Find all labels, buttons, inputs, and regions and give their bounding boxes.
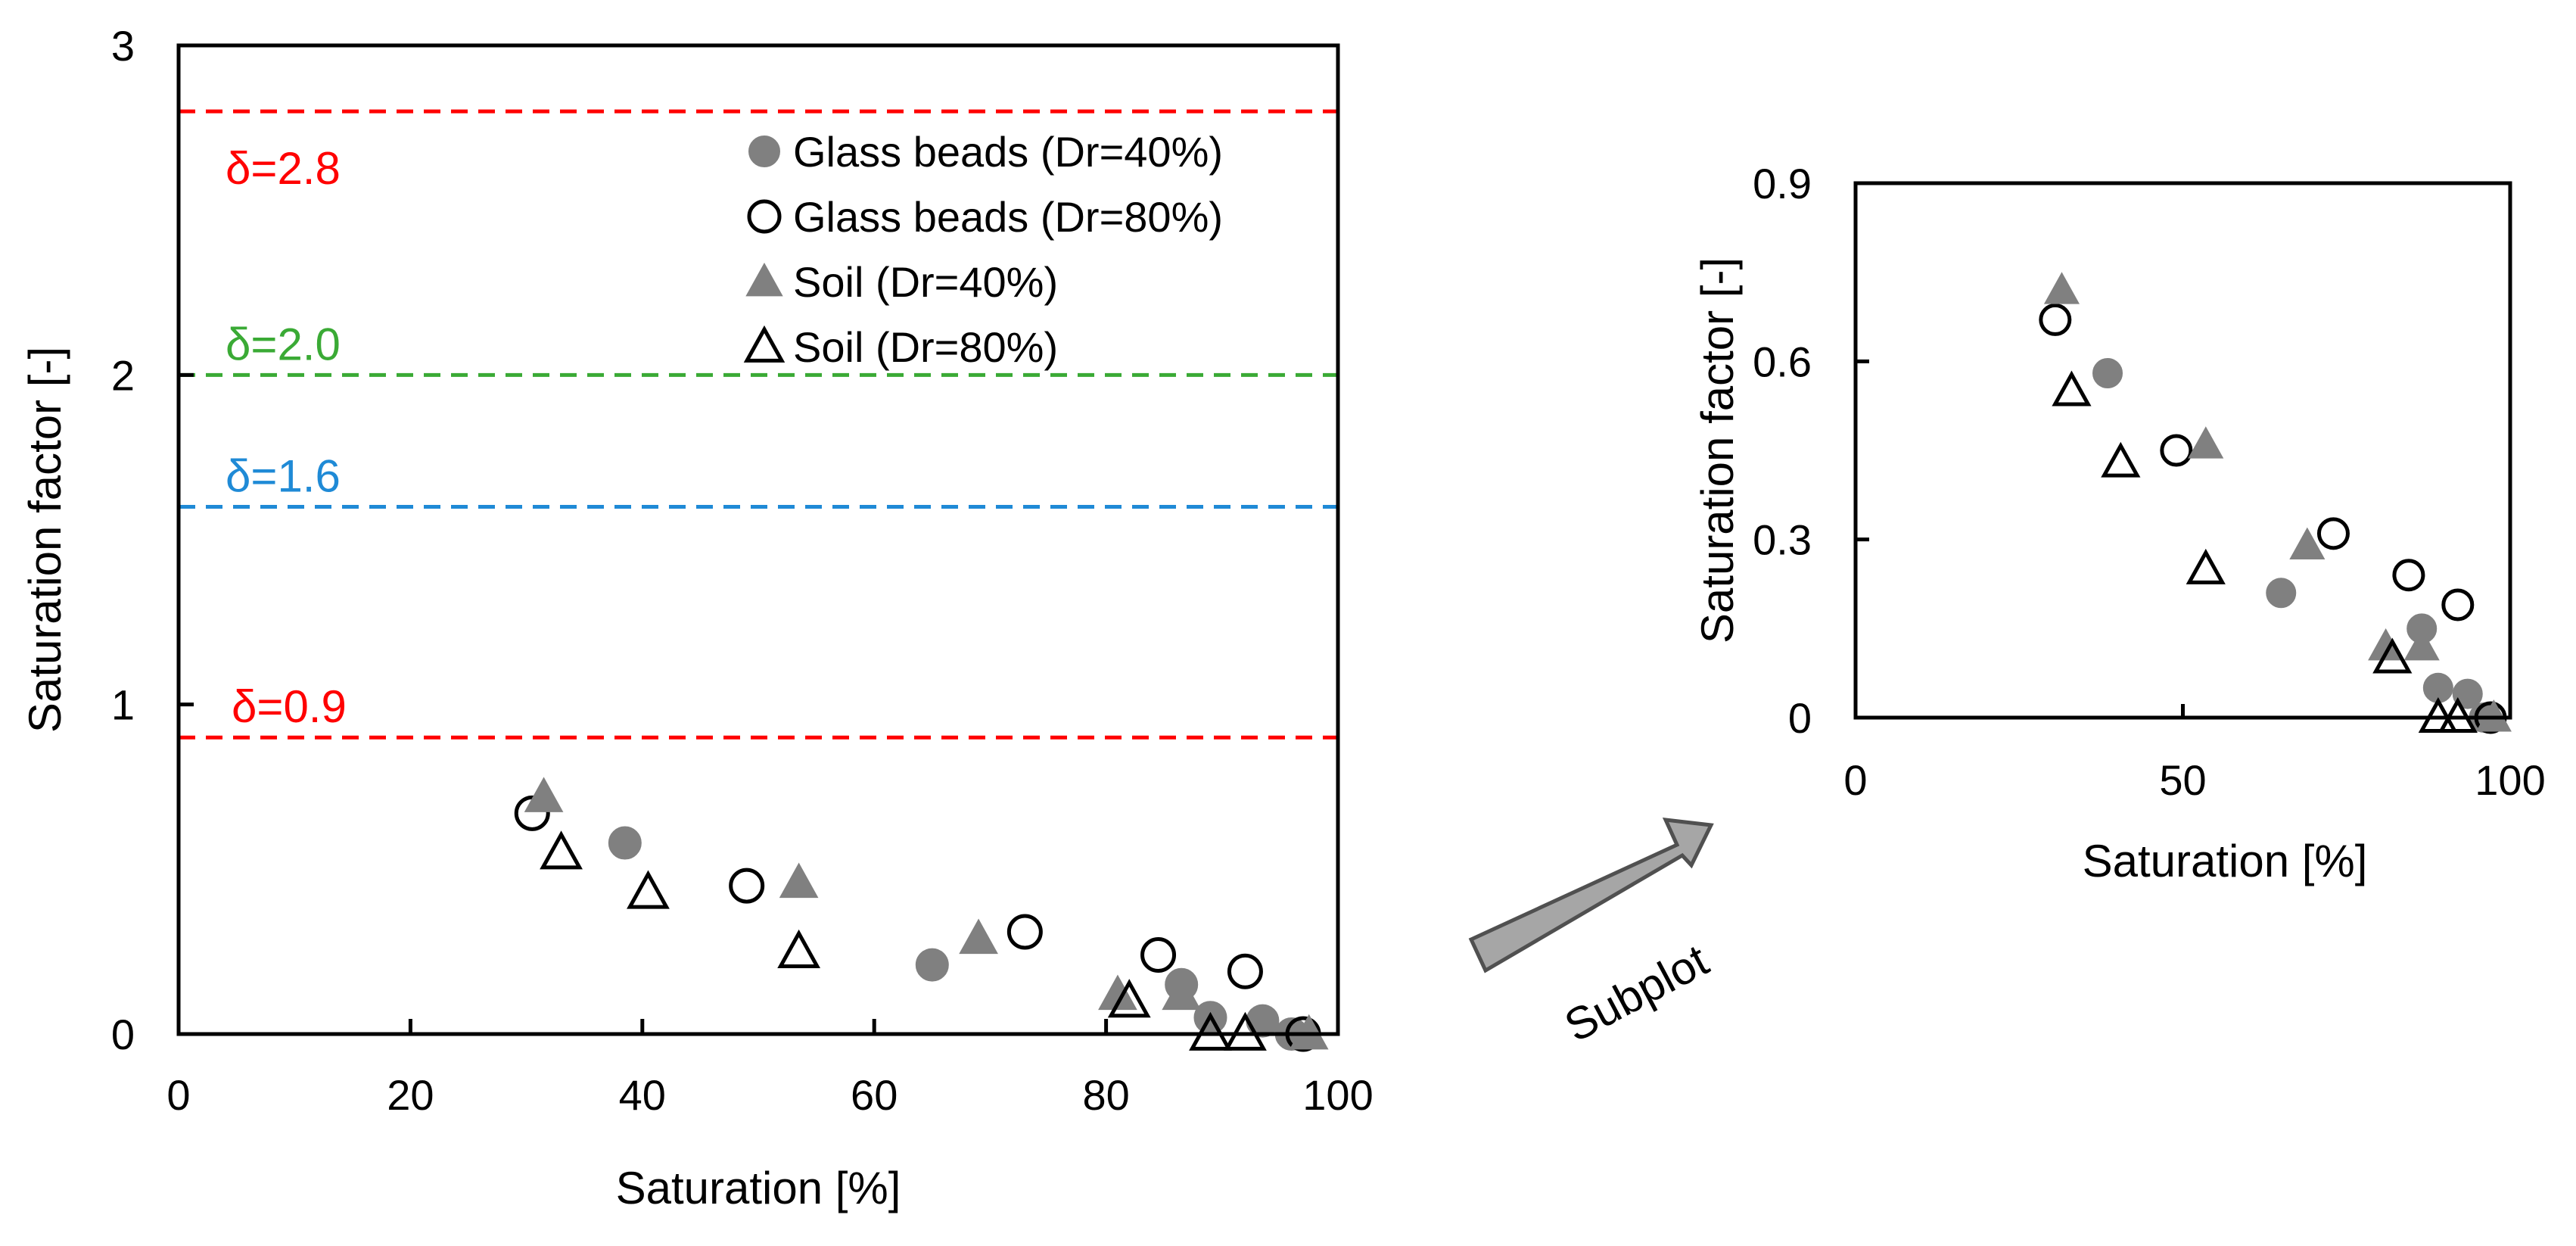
main-x-axis-label: Saturation [%] (616, 1163, 901, 1213)
main-chart: δ=2.8 δ=2.0 δ=1.6 δ=0.9 0 1 2 3 0 20 40 60 80 100 S… (20, 22, 1374, 1213)
data-point (2316, 517, 2350, 550)
y-tick-label: 0.6 (1753, 338, 1812, 385)
data-point (1162, 974, 1202, 1011)
data-point (729, 868, 765, 904)
data-point (2188, 426, 2224, 459)
subplot-x-ticks: 0 50 100 (1843, 704, 2546, 804)
data-point (608, 826, 642, 860)
data-point (627, 870, 670, 909)
data-point (2039, 303, 2072, 336)
legend-entry: Glass beads (Dr=80%) (793, 193, 1223, 241)
data-point (2392, 559, 2425, 592)
y-tick-label: 3 (111, 22, 135, 70)
data-point (1107, 979, 1151, 1018)
reference-lines: δ=2.8 δ=2.0 δ=1.6 δ=0.9 (179, 109, 1338, 740)
legend-marker (747, 199, 782, 234)
y-tick-label: 0.3 (1753, 516, 1812, 564)
y-tick-label: 0.9 (1753, 160, 1812, 207)
data-point (2372, 637, 2413, 674)
x-tick-label: 0 (166, 1071, 190, 1119)
x-tick-label: 50 (2159, 756, 2206, 804)
subplot-y-axis-label: Saturation factor [-] (1692, 257, 1743, 643)
subplot-y-ticks: 0 0.3 0.6 0.9 (1753, 160, 1869, 742)
data-point (1246, 1004, 1280, 1038)
subplot-chart: 0 0.3 0.6 0.9 0 50 100 Saturation [%] Saturat… (1692, 160, 2546, 886)
main-data-points (514, 777, 1329, 1052)
data-point (779, 862, 819, 899)
data-point (2043, 272, 2080, 304)
data-point (540, 830, 583, 870)
data-point (514, 795, 550, 831)
data-point (2289, 527, 2326, 559)
data-point (2186, 548, 2226, 584)
x-tick-label: 20 (387, 1071, 434, 1119)
arrow-icon (1468, 818, 1714, 973)
y-tick-label: 0 (1788, 694, 1812, 742)
data-point (2101, 441, 2141, 478)
reference-line-label: δ=2.0 (226, 319, 341, 369)
x-tick-label: 100 (2475, 756, 2545, 804)
main-y-axis-label: Saturation factor [-] (20, 347, 70, 733)
legend-entry: Glass beads (Dr=40%) (793, 128, 1223, 176)
x-tick-label: 0 (1843, 756, 1867, 804)
reference-line-label: δ=2.8 (226, 143, 341, 194)
legend-marker (743, 325, 786, 363)
data-point (1006, 914, 1043, 950)
main-y-ticks: 0 1 2 3 (111, 22, 194, 1058)
x-tick-label: 80 (1082, 1071, 1129, 1119)
y-tick-label: 0 (111, 1011, 135, 1058)
x-tick-label: 100 (1302, 1071, 1373, 1119)
data-point (2266, 578, 2297, 609)
data-point (524, 777, 564, 812)
subplot-x-axis-label: Saturation [%] (2083, 836, 2368, 886)
legend-entry: Soil (Dr=40%) (793, 258, 1058, 306)
legend: Glass beads (Dr=40%) Glass beads (Dr=80%)… (743, 128, 1223, 371)
main-plot-frame (176, 43, 1340, 1036)
data-point (2452, 678, 2483, 709)
data-point (915, 948, 949, 982)
data-point (1140, 937, 1177, 973)
x-tick-label: 40 (619, 1071, 666, 1119)
data-point (2092, 358, 2123, 389)
reference-line-label: δ=0.9 (232, 681, 347, 732)
data-point (959, 918, 998, 955)
main-x-ticks: 0 20 40 60 80 100 (166, 1019, 1374, 1119)
reference-line-label: δ=1.6 (226, 450, 341, 501)
data-point (2403, 628, 2440, 661)
y-tick-label: 1 (111, 681, 135, 729)
x-tick-label: 60 (851, 1071, 898, 1119)
legend-entry: Soil (Dr=80%) (793, 323, 1058, 371)
data-point (1227, 953, 1263, 989)
data-point (2441, 588, 2475, 621)
legend-marker (748, 136, 780, 167)
y-tick-label: 2 (111, 351, 135, 399)
legend-marker (745, 262, 783, 297)
data-point (1098, 974, 1137, 1011)
data-point (2160, 434, 2193, 467)
data-point (777, 929, 821, 968)
data-point (2052, 370, 2092, 407)
